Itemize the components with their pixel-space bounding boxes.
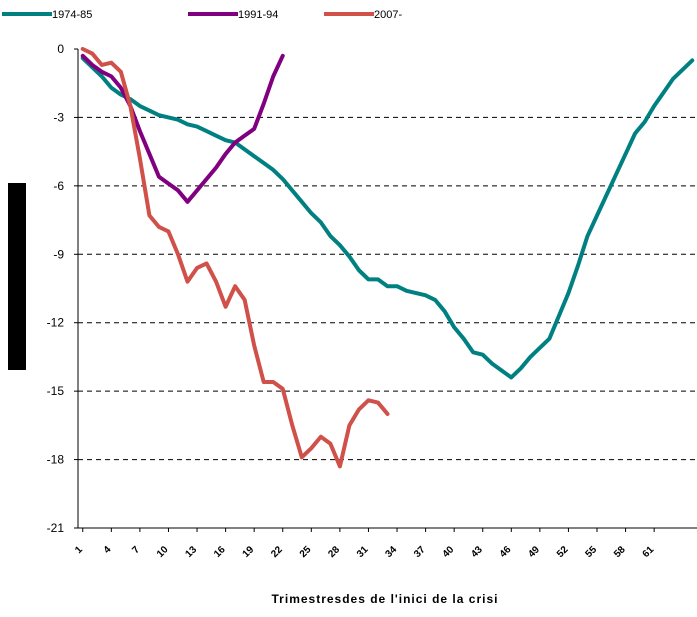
y-tick-label: -15: [47, 384, 65, 398]
x-tick-label: 40: [441, 544, 457, 560]
y-tick-label: -12: [47, 316, 65, 330]
y-tick-label: -3: [53, 110, 64, 124]
y-tick-label: -21: [47, 521, 65, 535]
legend-label: 1974-85: [52, 9, 92, 21]
x-tick-label: 1: [73, 544, 85, 556]
y-tick-label: 0: [57, 42, 64, 56]
legend-label: 2007-: [374, 9, 402, 21]
x-tick-label: 25: [298, 544, 314, 560]
legend-label: 1991-94: [238, 9, 278, 21]
redacted-y-label: [8, 183, 26, 370]
x-tick-label: 37: [412, 544, 428, 560]
x-tick-label: 61: [641, 544, 657, 560]
x-tick-label: 49: [526, 544, 542, 560]
series-line: [80, 53, 285, 204]
x-tick-label: 46: [498, 544, 514, 560]
x-tick-label: 13: [184, 544, 200, 560]
x-tick-label: 34: [383, 544, 399, 560]
x-tick-label: 58: [612, 544, 628, 560]
x-tick-label: 22: [269, 544, 285, 560]
y-tick-label: -9: [53, 247, 64, 261]
x-tick-label: 31: [355, 544, 371, 560]
y-tick-label: -18: [47, 453, 65, 467]
x-axis-title: Trimestresdes de l'inici de la crisi: [272, 592, 499, 606]
x-tick-label: 43: [469, 544, 485, 560]
x-tick-label: 28: [326, 544, 342, 560]
x-tick-label: 7: [130, 544, 142, 556]
x-tick-label: 16: [212, 544, 228, 560]
x-tick-label: 10: [155, 544, 171, 560]
x-tick-label: 55: [583, 544, 599, 560]
x-tick-label: 4: [102, 544, 114, 556]
x-tick-label: 19: [241, 544, 257, 560]
series-line: [80, 47, 390, 469]
series-line: [80, 56, 695, 380]
y-tick-label: -6: [53, 179, 64, 193]
x-tick-label: 52: [555, 544, 571, 560]
